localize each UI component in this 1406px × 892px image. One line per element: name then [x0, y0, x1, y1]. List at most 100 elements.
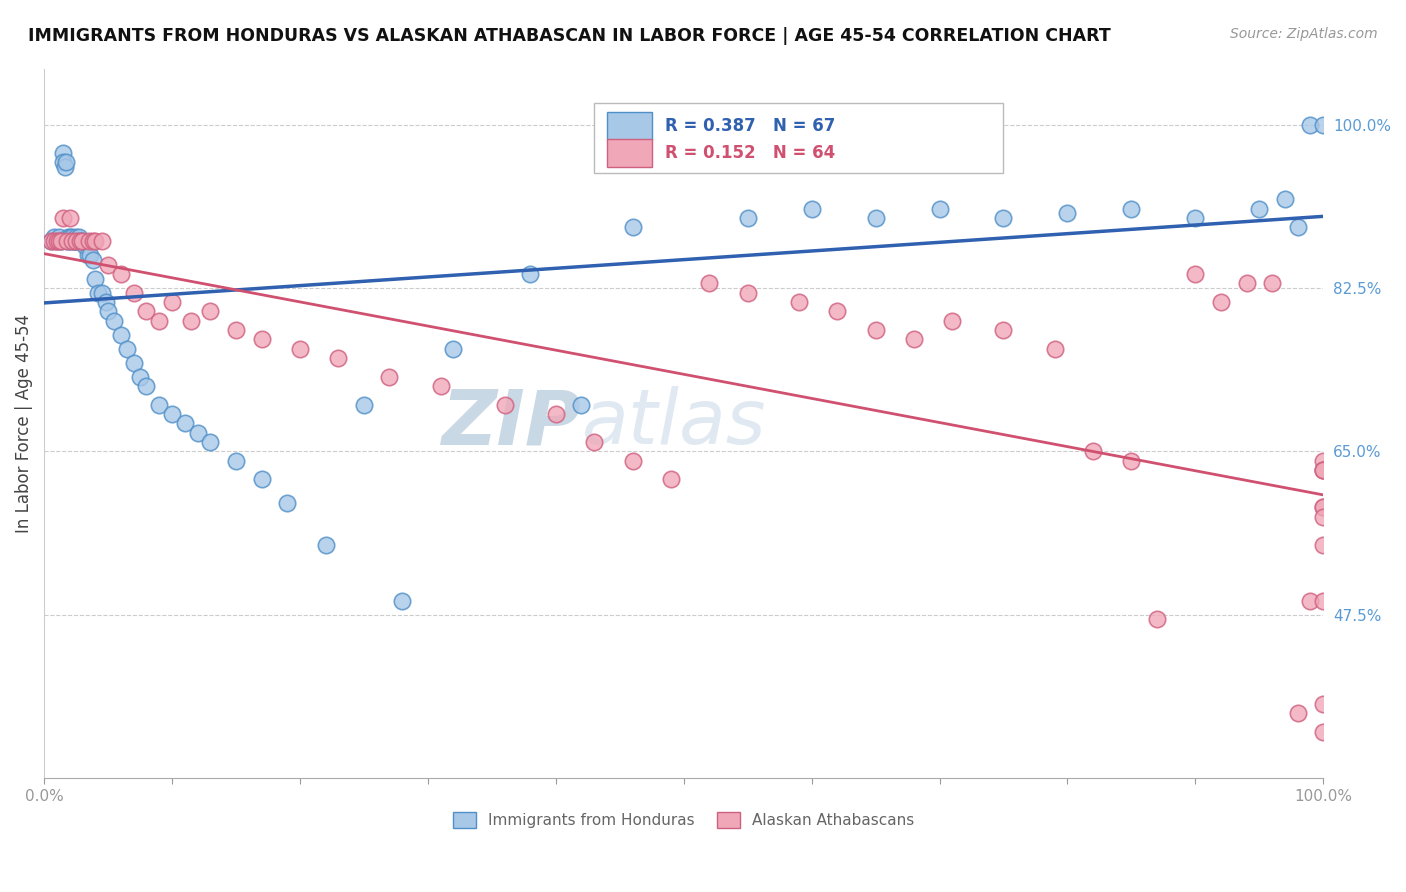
Point	[45, 234, 67, 248]
Point	[1081, 444, 1104, 458]
Point	[621, 454, 644, 468]
Point	[1312, 454, 1334, 468]
Point	[737, 285, 759, 300]
Point	[672, 145, 695, 160]
Point	[1312, 697, 1334, 711]
Point	[1299, 118, 1322, 132]
Point	[443, 342, 465, 356]
Point	[621, 220, 644, 235]
Point	[1312, 463, 1334, 477]
Point	[84, 271, 107, 285]
Point	[993, 323, 1015, 337]
Point	[544, 407, 567, 421]
Point	[1312, 500, 1334, 515]
Point	[1209, 295, 1232, 310]
Point	[45, 234, 67, 248]
FancyBboxPatch shape	[607, 112, 652, 140]
Point	[391, 594, 413, 608]
Point	[225, 323, 247, 337]
FancyBboxPatch shape	[595, 103, 1004, 173]
Point	[800, 202, 823, 216]
Point	[160, 295, 183, 310]
Point	[60, 234, 83, 248]
Text: R = 0.152   N = 64: R = 0.152 N = 64	[665, 144, 835, 161]
Point	[1184, 267, 1206, 281]
Point	[928, 202, 950, 216]
Point	[110, 327, 132, 342]
Point	[122, 356, 145, 370]
Point	[225, 454, 247, 468]
Point	[250, 332, 273, 346]
Point	[1261, 277, 1284, 291]
Point	[187, 425, 209, 440]
Point	[353, 398, 375, 412]
Point	[79, 248, 101, 262]
Point	[48, 229, 70, 244]
Point	[65, 234, 87, 248]
Point	[110, 267, 132, 281]
Point	[77, 234, 100, 248]
Point	[49, 234, 72, 248]
Point	[659, 472, 682, 486]
Point	[82, 234, 104, 248]
Point	[1286, 706, 1309, 720]
Point	[97, 304, 120, 318]
Point	[1312, 538, 1334, 552]
Point	[84, 234, 107, 248]
Point	[82, 252, 104, 267]
Point	[200, 435, 222, 450]
Point	[315, 538, 337, 552]
Point	[63, 234, 86, 248]
Point	[1286, 220, 1309, 235]
Point	[288, 342, 311, 356]
Point	[1312, 463, 1334, 477]
Point	[48, 234, 70, 248]
Point	[583, 435, 606, 450]
Legend: Immigrants from Honduras, Alaskan Athabascans: Immigrants from Honduras, Alaskan Athaba…	[447, 806, 921, 834]
Point	[58, 229, 80, 244]
Point	[1056, 206, 1078, 220]
Point	[1121, 454, 1143, 468]
Point	[250, 472, 273, 486]
Point	[135, 379, 157, 393]
Point	[59, 229, 82, 244]
Point	[1236, 277, 1258, 291]
Point	[67, 229, 90, 244]
Point	[44, 234, 66, 248]
Point	[103, 313, 125, 327]
Point	[1043, 342, 1066, 356]
Point	[173, 417, 195, 431]
Point	[66, 234, 89, 248]
Point	[97, 258, 120, 272]
Point	[519, 267, 541, 281]
Point	[73, 239, 96, 253]
Point	[1312, 500, 1334, 515]
Point	[117, 342, 139, 356]
Point	[56, 234, 79, 248]
Point	[94, 295, 117, 310]
Point	[697, 277, 720, 291]
Point	[200, 304, 222, 318]
Point	[825, 304, 848, 318]
Point	[1312, 724, 1334, 739]
Point	[160, 407, 183, 421]
Point	[90, 234, 112, 248]
Point	[56, 234, 79, 248]
Point	[378, 369, 401, 384]
Point	[569, 398, 592, 412]
Point	[55, 155, 77, 169]
Point	[865, 211, 887, 225]
Point	[65, 234, 87, 248]
Point	[72, 234, 94, 248]
Point	[737, 211, 759, 225]
Point	[52, 211, 75, 225]
Point	[1184, 211, 1206, 225]
Point	[328, 351, 350, 365]
Text: Source: ZipAtlas.com: Source: ZipAtlas.com	[1230, 27, 1378, 41]
Text: IMMIGRANTS FROM HONDURAS VS ALASKAN ATHABASCAN IN LABOR FORCE | AGE 45-54 CORREL: IMMIGRANTS FROM HONDURAS VS ALASKAN ATHA…	[28, 27, 1111, 45]
Point	[122, 285, 145, 300]
Point	[90, 285, 112, 300]
Point	[1249, 202, 1271, 216]
Point	[1312, 594, 1334, 608]
Point	[180, 313, 202, 327]
